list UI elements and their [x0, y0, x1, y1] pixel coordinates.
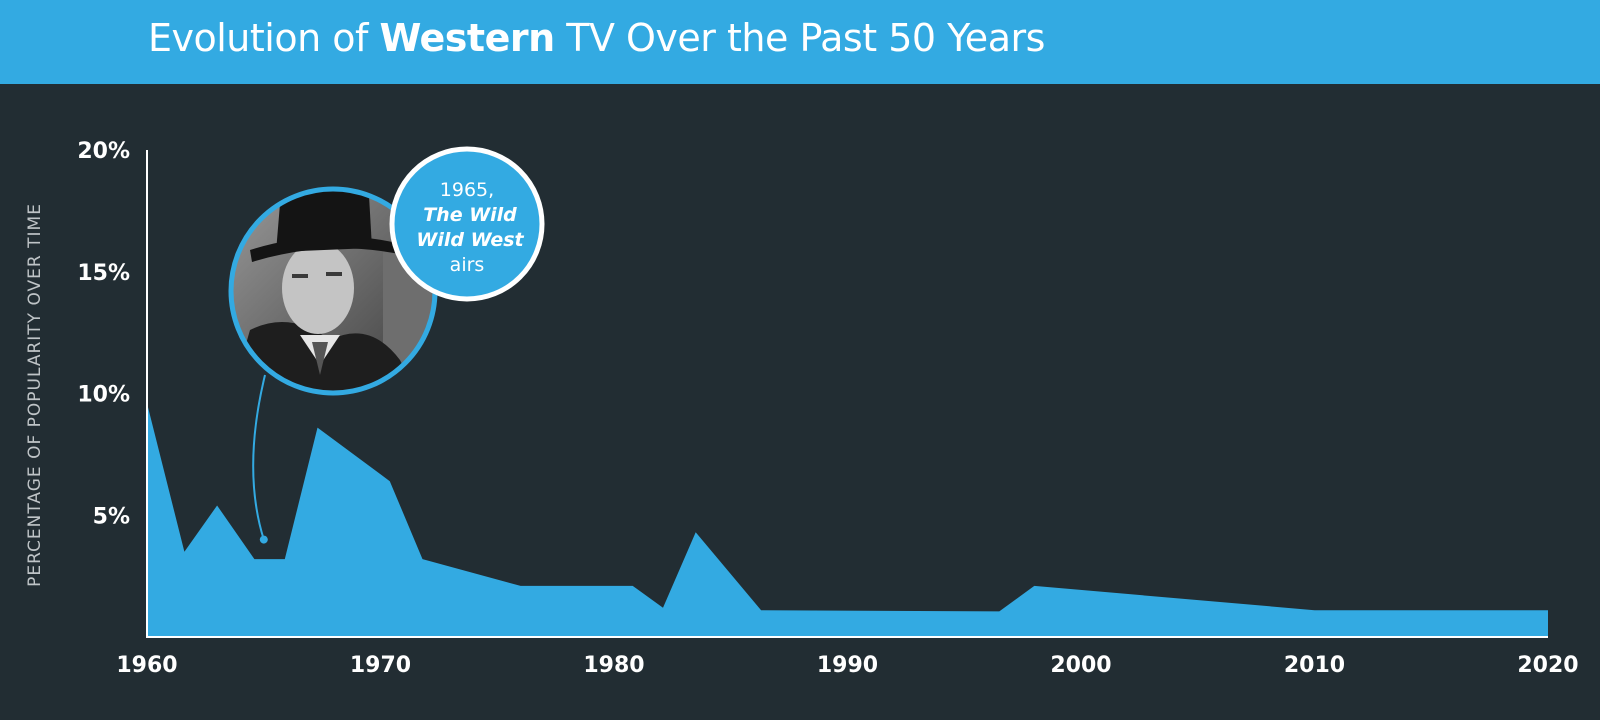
- y-tick-label: 5%: [93, 504, 130, 529]
- y-tick-label: 20%: [77, 139, 130, 164]
- x-tick-label: 1960: [116, 653, 177, 678]
- annotation-line-4: airs: [450, 254, 485, 276]
- annotation-line-2: The Wild: [423, 204, 517, 226]
- x-tick-label: 2000: [1050, 653, 1111, 678]
- page-title: Evolution of Western TV Over the Past 50…: [148, 16, 1045, 60]
- annotation-photo: [228, 186, 438, 396]
- x-tick-label: 2010: [1284, 653, 1345, 678]
- annotation-dot: [259, 535, 268, 544]
- annotation-line-1: 1965,: [440, 179, 494, 201]
- y-tick-label: 10%: [77, 383, 130, 408]
- area-series: [147, 403, 1548, 637]
- header-bar: Evolution of Western TV Over the Past 50…: [0, 0, 1600, 84]
- x-tick-label: 1970: [350, 653, 411, 678]
- annotation-bubble: 1965, The Wild Wild West airs: [389, 146, 545, 302]
- x-tick-label: 2020: [1517, 653, 1578, 678]
- x-tick-label: 1980: [583, 653, 644, 678]
- y-tick-label: 15%: [77, 261, 130, 286]
- annotation-leader-line: [252, 374, 266, 540]
- x-tick-label: 1990: [817, 653, 878, 678]
- annotation-1965: 1965, The Wild Wild West airs: [228, 146, 545, 544]
- annotation-line-3: Wild West: [416, 229, 524, 251]
- y-axis-label: PERCENTAGE OF POPULARITY OVER TIME: [25, 203, 45, 587]
